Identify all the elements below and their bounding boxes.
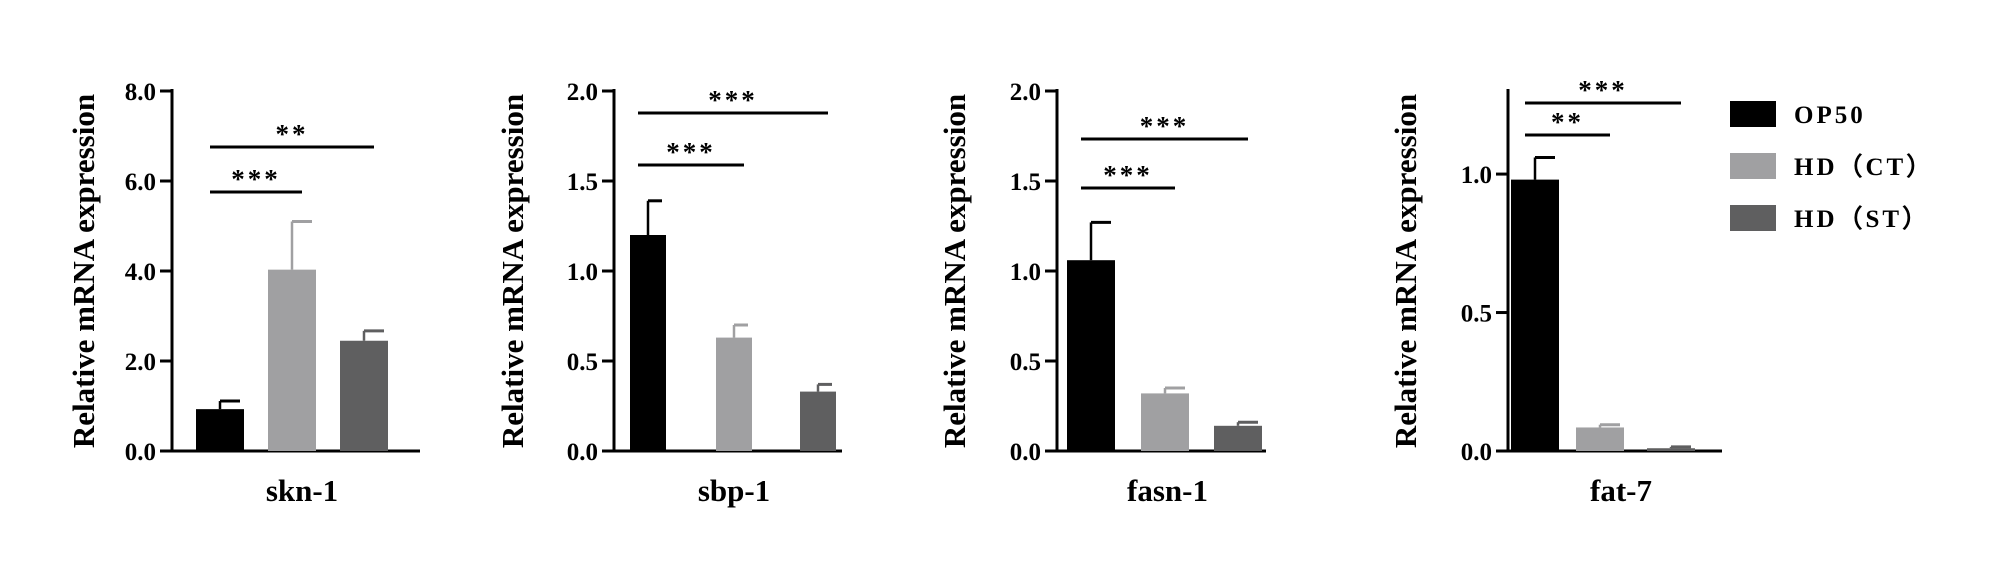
y-tick-label: 0.0: [1010, 439, 1041, 466]
y-tick-label: 2.0: [125, 349, 156, 376]
y-tick-label: 1.5: [1010, 169, 1041, 196]
legend-swatch: [1730, 101, 1776, 127]
y-tick-label: 1.0: [567, 259, 598, 286]
y-tick-label: 1.0: [1461, 162, 1492, 189]
chart-fat-7: 0.0 0.5 1.0 Relative mRNA expression fat-7 **…: [1388, 75, 1722, 508]
y-tick-label: 1.0: [1010, 259, 1041, 286]
significance-label: ***: [231, 164, 281, 194]
y-tick-label: 1.5: [567, 169, 598, 196]
y-tick-label: 8.0: [125, 79, 156, 106]
x-axis-label: skn-1: [266, 473, 338, 508]
y-tick-label: 0.0: [567, 439, 598, 466]
chart-fasn-1: 0.0 0.5 1.0 1.5 2.0 Relative mRNA expression f…: [937, 79, 1266, 508]
bar-OP50: [196, 409, 244, 451]
bar-HD（ST）: [1214, 425, 1262, 451]
bar-HD（ST）: [1647, 448, 1695, 451]
chart-panels: 0.0 2.0 4.0 6.0 8.0 Relative mRNA expression s…: [66, 75, 1722, 508]
bar-HD（ST）: [800, 391, 836, 451]
significance-label: **: [276, 119, 309, 149]
y-tick-label: 6.0: [125, 169, 156, 196]
y-axis-label: Relative mRNA expression: [66, 94, 101, 448]
bar-OP50: [1511, 179, 1559, 451]
x-axis-label: fasn-1: [1127, 473, 1208, 508]
significance-label: ***: [708, 85, 758, 115]
x-axis-label: sbp-1: [698, 473, 770, 508]
chart-sbp-1: 0.0 0.5 1.0 1.5 2.0 Relative mRNA expression s…: [495, 79, 842, 508]
legend: OP50 HD（CT） HD（ST）: [1730, 101, 1934, 233]
x-axis-label: fat-7: [1590, 473, 1652, 508]
bar-OP50: [630, 235, 666, 451]
y-axis-label: Relative mRNA expression: [495, 94, 530, 448]
y-tick-label: 0.5: [567, 349, 598, 376]
significance-label: ***: [1103, 160, 1153, 190]
y-tick-label: 4.0: [125, 259, 156, 286]
bar-HD（ST）: [340, 340, 388, 451]
legend-label: HD（ST）: [1794, 204, 1930, 233]
y-axis-label: Relative mRNA expression: [1388, 94, 1423, 448]
significance-label: ***: [666, 137, 716, 167]
y-tick-label: 0.5: [1461, 301, 1492, 328]
legend-label: HD（CT）: [1794, 152, 1934, 181]
y-tick-label: 2.0: [567, 79, 598, 106]
bar-OP50: [1067, 260, 1115, 451]
bar-HD（CT）: [268, 269, 316, 451]
significance-label: ***: [1140, 111, 1190, 141]
legend-label: OP50: [1794, 102, 1866, 129]
y-axis-label: Relative mRNA expression: [937, 94, 972, 448]
bar-HD（CT）: [1141, 393, 1189, 451]
legend-swatch: [1730, 153, 1776, 179]
y-tick-label: 0.0: [125, 439, 156, 466]
chart-skn-1: 0.0 2.0 4.0 6.0 8.0 Relative mRNA expression s…: [66, 79, 420, 508]
significance-label: **: [1551, 107, 1584, 137]
y-tick-label: 2.0: [1010, 79, 1041, 106]
bar-HD（CT）: [1576, 427, 1624, 451]
legend-swatch: [1730, 205, 1776, 231]
y-tick-label: 0.0: [1461, 439, 1492, 466]
bar-HD（CT）: [716, 337, 752, 451]
significance-label: ***: [1578, 75, 1628, 105]
y-tick-label: 0.5: [1010, 349, 1041, 376]
